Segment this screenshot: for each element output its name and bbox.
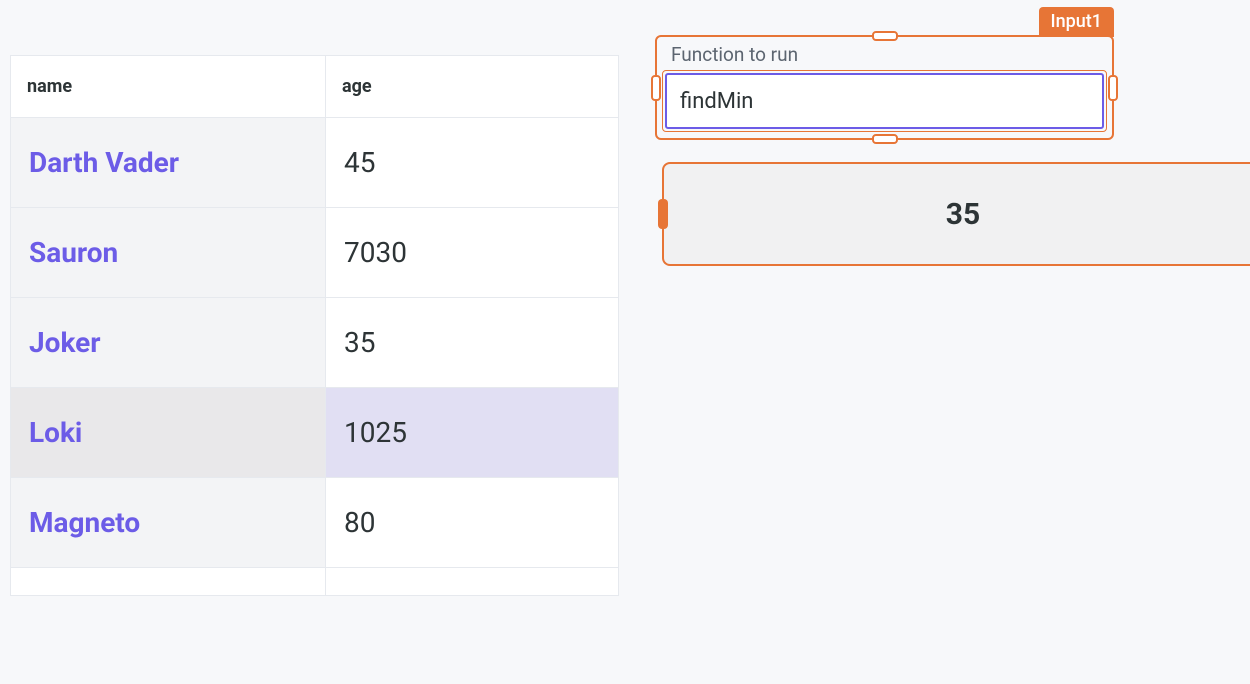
resize-handle-top[interactable] [872, 31, 898, 41]
cell-name: Loki [11, 388, 326, 478]
cell-age: 35 [326, 298, 619, 388]
table-body: Darth Vader 45 Sauron 7030 Joker 35 Loki… [11, 118, 619, 596]
table-header-row: name age [11, 56, 619, 118]
cell-empty [11, 568, 326, 596]
output-component[interactable]: 35 [662, 162, 1250, 266]
col-header-age: age [326, 56, 619, 118]
cell-name: Magneto [11, 478, 326, 568]
input-component[interactable]: Input1 Function to run [655, 35, 1114, 140]
output-value: 35 [946, 197, 980, 232]
resize-handle-left[interactable] [658, 199, 668, 229]
cell-age: 1025 [326, 388, 619, 478]
component-tag[interactable]: Input1 [1039, 7, 1114, 37]
cell-age: 45 [326, 118, 619, 208]
table-row[interactable]: Joker 35 [11, 298, 619, 388]
data-table: name age Darth Vader 45 Sauron 7030 Joke… [10, 55, 619, 596]
table-row[interactable]: Loki 1025 [11, 388, 619, 478]
table-row-empty [11, 568, 619, 596]
cell-empty [326, 568, 619, 596]
resize-handle-left[interactable] [651, 75, 661, 101]
cell-name: Sauron [11, 208, 326, 298]
input-label: Function to run [671, 43, 798, 66]
resize-handle-bottom[interactable] [872, 134, 898, 144]
table-row[interactable]: Darth Vader 45 [11, 118, 619, 208]
table-row[interactable]: Sauron 7030 [11, 208, 619, 298]
cell-age: 80 [326, 478, 619, 568]
function-to-run-input[interactable] [665, 73, 1104, 129]
cell-age: 7030 [326, 208, 619, 298]
col-header-name: name [11, 56, 326, 118]
table-row[interactable]: Magneto 80 [11, 478, 619, 568]
cell-name: Joker [11, 298, 326, 388]
resize-handle-right[interactable] [1108, 75, 1118, 101]
cell-name: Darth Vader [11, 118, 326, 208]
